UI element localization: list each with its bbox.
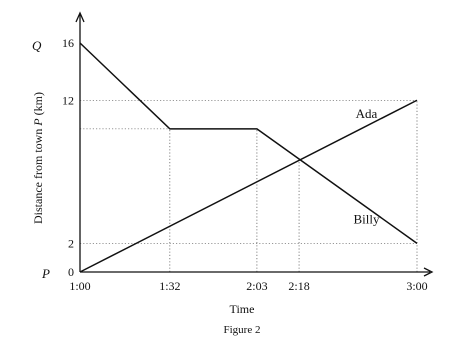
- x-tick-label: 1:00: [69, 279, 90, 293]
- point-p-label: P: [41, 266, 50, 281]
- y-axis-arrow: [75, 11, 85, 23]
- y-tick-label: 0: [68, 265, 74, 279]
- x-tick-label: 1:32: [159, 279, 180, 293]
- series-line-billy: [79, 42, 418, 244]
- x-tick-label: 3:00: [406, 279, 427, 293]
- y-tick-label: 12: [62, 93, 74, 107]
- axes: [75, 11, 434, 277]
- y-tick-label: 2: [68, 236, 74, 250]
- x-tick-label: 2:18: [288, 279, 309, 293]
- series-line-ada: [79, 99, 418, 273]
- y-axis-label: Distance from town P (km): [31, 92, 45, 224]
- x-axis-arrow: [423, 267, 434, 277]
- y-tick-label: 16: [62, 36, 74, 50]
- point-q-label: Q: [32, 38, 42, 53]
- figure-caption: Figure 2: [224, 324, 261, 336]
- series-label-billy: Billy: [353, 211, 380, 226]
- tick-labels: 1:00 1:32 2:03 2:18 3:00 0 2 12 16: [62, 36, 428, 293]
- series-label-ada: Ada: [356, 106, 378, 121]
- x-axis-label: Time: [230, 302, 255, 316]
- x-tick-label: 2:03: [246, 279, 267, 293]
- series-lines: Ada Billy: [79, 42, 418, 273]
